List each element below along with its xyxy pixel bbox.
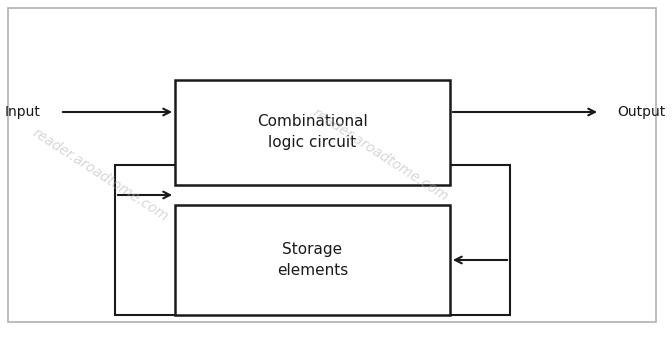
Text: Output: Output [617,105,665,119]
Bar [115,165,510,315]
Bar [175,80,450,185]
Text: reader.aroadtome.com: reader.aroadtome.com [30,126,171,224]
Bar [175,205,450,315]
Text: reader.aroadtome.com: reader.aroadtome.com [310,106,451,204]
Text: Combinational
logic circuit: Combinational logic circuit [257,115,368,150]
Text: Storage
elements: Storage elements [277,242,348,278]
Text: Input: Input [5,105,41,119]
